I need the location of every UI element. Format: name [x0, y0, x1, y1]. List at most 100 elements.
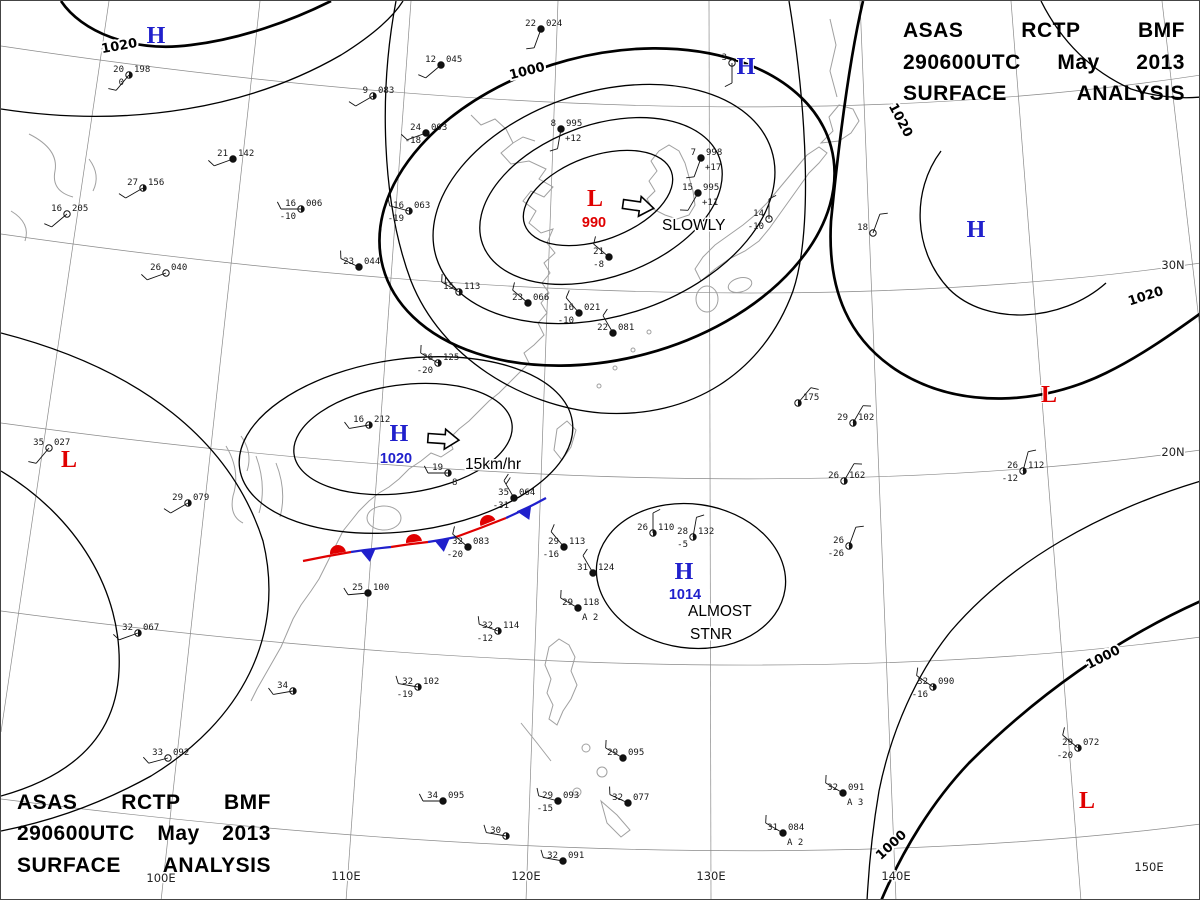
station-pressure-value: 079	[193, 493, 209, 503]
station-temperature: 22	[525, 19, 536, 29]
wind-barb-tick	[1062, 727, 1065, 736]
cold-front-symbol	[434, 537, 450, 552]
wind-barb-tick	[163, 508, 171, 514]
front-warm-segment	[390, 540, 429, 549]
station-pressure-value: 095	[448, 791, 464, 801]
wind-barb-tick	[526, 47, 535, 50]
wind-barb-tick	[549, 148, 558, 152]
station-dewpoint: -12	[477, 634, 493, 644]
wind-barb	[550, 531, 565, 548]
station-extra-value: +11	[702, 198, 718, 208]
wind-barb	[349, 424, 370, 429]
station-pressure-value: 093	[563, 791, 579, 801]
station-plot: 31 084 A 2	[765, 814, 804, 848]
station-dewpoint: -10	[748, 222, 764, 232]
station-pressure-value: 156	[148, 178, 164, 188]
warm-front-symbol	[330, 545, 346, 555]
station-pressure-value: 113	[569, 537, 585, 547]
wind-barb	[765, 822, 784, 834]
meridian-line	[1161, 1, 1199, 324]
station-pressure-value: 198	[134, 65, 150, 75]
longitude-label: 110E	[331, 869, 360, 883]
station-plot: 15 995 +11	[679, 183, 719, 211]
front-warm-segment	[455, 516, 507, 539]
movement-annotation: ALMOST	[688, 603, 752, 620]
station-plot: 26-26	[828, 525, 864, 559]
station-temperature: 26	[1007, 461, 1018, 471]
station-plot: 9 083	[348, 86, 394, 107]
wind-barb	[486, 832, 507, 837]
wind-barb-tick	[540, 849, 544, 858]
station-plot: 29 102	[837, 405, 874, 427]
isobar-nw-second	[1, 1, 404, 117]
station-temperature: 16	[393, 201, 404, 211]
station-plot: 27 156	[118, 178, 164, 199]
wind-barb-tick	[423, 465, 429, 474]
coastlines	[10, 18, 860, 838]
station-pressure-value: 212	[374, 415, 390, 425]
parallel-line	[1, 422, 1199, 480]
cloud-cover-half-icon	[506, 832, 510, 840]
latitude-label: 20N	[1161, 445, 1184, 459]
station-dewpoint: -10	[280, 212, 296, 222]
station-plot: 35 064 -31	[493, 473, 535, 511]
station-extra-value: +17	[705, 163, 721, 173]
station-pressure-value: 090	[938, 677, 954, 687]
station-temperature: 35	[33, 438, 44, 448]
wind-barb-tick	[505, 477, 511, 485]
station-extra-value: 8	[452, 478, 457, 488]
isobar-high-west-outer	[238, 356, 574, 534]
wind-barb	[609, 794, 629, 804]
wind-barb	[512, 289, 529, 304]
station-temperature: 23	[512, 293, 523, 303]
station-pressure-value: 091	[568, 851, 584, 861]
coast-hainan	[366, 505, 402, 531]
station-pressure-value: 081	[618, 323, 634, 333]
station-pressure-value: 044	[364, 257, 380, 267]
station-plot: 21-8	[593, 236, 613, 270]
station-temperature: 29	[607, 748, 618, 758]
station-plot: 26 040	[141, 263, 187, 281]
wind-barb-tick	[141, 274, 148, 281]
wind-barb	[693, 157, 702, 177]
cloud-cover-half-icon	[1078, 744, 1082, 752]
station-pressure-value: 064	[519, 488, 535, 498]
station-temperature: 19	[432, 463, 443, 473]
isobar-1000-southeast	[880, 600, 1199, 899]
station-pressure-value: 024	[546, 19, 562, 29]
wind-barb-tick	[276, 201, 282, 210]
station-temperature: 31	[767, 823, 778, 833]
wind-barb	[538, 795, 559, 802]
parallel-line	[1, 233, 1199, 294]
station-temperature: 32	[482, 621, 493, 631]
station-plot: 28 132 -5	[677, 514, 714, 550]
wind-barb-tick	[696, 514, 705, 518]
high-pressure-center: H	[967, 217, 986, 243]
station-dewpoint: -19	[388, 214, 404, 224]
wind-barb-tick	[550, 524, 555, 532]
station-temperature: 16	[285, 199, 296, 209]
station-plot: 34 095	[418, 791, 464, 805]
station-plot: 31 124	[577, 548, 614, 577]
wind-barb	[797, 387, 812, 404]
cloud-cover-half-icon	[301, 205, 305, 213]
station-temperature: 29	[837, 413, 848, 423]
station-pressure-value: 112	[1028, 461, 1044, 471]
coast-philippine-island	[596, 766, 608, 778]
meridian-line	[859, 1, 897, 899]
coast-ryukyu-island	[596, 383, 602, 389]
station-plot: 18	[857, 212, 888, 237]
station-plot: 16 205	[44, 204, 88, 228]
coast-philippine-island	[581, 743, 591, 753]
station-pressure-value: 027	[54, 438, 70, 448]
station-pressure-value: 110	[658, 523, 674, 533]
wind-barb-tick	[512, 282, 515, 291]
wind-barb	[503, 480, 515, 499]
station-plot: 16 212	[344, 415, 390, 429]
station-temperature: 26	[637, 523, 648, 533]
longitude-label: 120E	[511, 869, 540, 883]
cloud-cover-half-icon	[373, 92, 377, 100]
